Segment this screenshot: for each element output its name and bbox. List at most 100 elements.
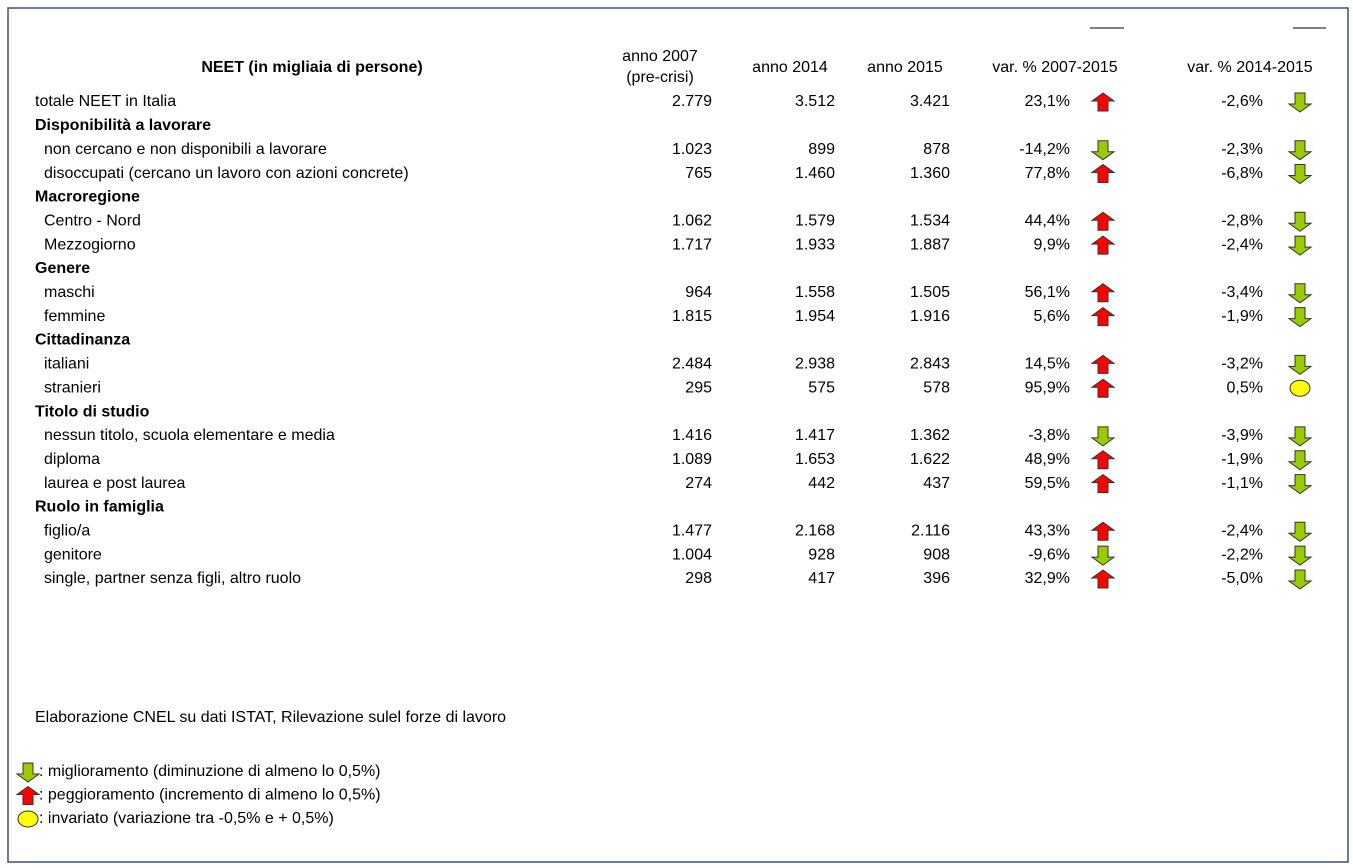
arrow-up bbox=[1090, 521, 1116, 541]
arrow-down bbox=[1287, 164, 1313, 185]
cell-value: 964 bbox=[685, 284, 712, 301]
circle-same bbox=[1289, 379, 1311, 397]
trend-icon bbox=[17, 810, 39, 828]
arrow-down bbox=[1287, 283, 1313, 304]
cell-value: 1.579 bbox=[795, 212, 835, 229]
cell-value: -2,6% bbox=[1221, 93, 1263, 110]
cell-value: 32,9% bbox=[1025, 570, 1070, 587]
trend-icon bbox=[1090, 473, 1116, 494]
cell-value: 417 bbox=[808, 570, 835, 587]
cell-value: -3,8% bbox=[1028, 427, 1070, 444]
cell-value: 2.779 bbox=[672, 93, 712, 110]
cell-value: 1.089 bbox=[672, 451, 712, 468]
legend-text: : peggioramento (incremento di almeno lo… bbox=[39, 787, 381, 804]
cell-value: 2.938 bbox=[795, 356, 835, 373]
arrow-down bbox=[1090, 426, 1116, 447]
row-label: maschi bbox=[44, 284, 95, 301]
trend-icon bbox=[1090, 569, 1116, 589]
cell-value: 1.417 bbox=[795, 427, 835, 444]
arrow-down bbox=[1287, 354, 1313, 375]
circle-same bbox=[17, 810, 39, 828]
cell-value: 5,6% bbox=[1034, 308, 1070, 325]
arrow-down bbox=[15, 762, 41, 783]
arrow-down bbox=[1287, 521, 1313, 542]
trend-icon bbox=[1287, 354, 1313, 375]
cell-value: 2.168 bbox=[795, 523, 835, 540]
cell-value: 1.416 bbox=[672, 427, 712, 444]
cell-value: 23,1% bbox=[1025, 93, 1070, 110]
row-label: laurea e post laurea bbox=[44, 475, 186, 492]
cell-value: -14,2% bbox=[1019, 141, 1070, 158]
cell-value: -1,1% bbox=[1221, 475, 1263, 492]
section-heading: Titolo di studio bbox=[35, 403, 150, 420]
cell-value: -2,2% bbox=[1221, 546, 1263, 563]
cell-value: 1.505 bbox=[910, 284, 950, 301]
arrow-up bbox=[1090, 307, 1116, 327]
cell-value: -6,8% bbox=[1221, 165, 1263, 182]
cell-value: -9,6% bbox=[1028, 546, 1070, 563]
cell-value: 2.843 bbox=[910, 356, 950, 373]
row-label: femmine bbox=[44, 308, 105, 325]
row-label: stranieri bbox=[44, 379, 101, 396]
row-label: disoccupati (cercano un lavoro con azion… bbox=[44, 165, 409, 182]
cell-value: -2,8% bbox=[1221, 212, 1263, 229]
arrow-down bbox=[1090, 545, 1116, 566]
trend-icon bbox=[1287, 545, 1313, 566]
cell-value: 1.558 bbox=[795, 284, 835, 301]
legend-text: : invariato (variazione tra -0,5% e + 0,… bbox=[39, 810, 334, 827]
cell-value: 2.116 bbox=[911, 523, 950, 540]
arrow-up bbox=[1090, 354, 1116, 374]
row-label: figlio/a bbox=[44, 523, 90, 540]
cell-value: 1.004 bbox=[672, 546, 712, 563]
trend-icon bbox=[1090, 211, 1116, 231]
cell-value: 2.484 bbox=[672, 356, 712, 373]
cell-value: 1.933 bbox=[795, 236, 835, 253]
cell-value: 928 bbox=[808, 546, 835, 563]
arrow-down bbox=[1287, 569, 1313, 590]
cell-value: 0,5% bbox=[1227, 379, 1263, 396]
table-title: NEET (in migliaia di persone) bbox=[201, 59, 422, 76]
trend-icon bbox=[1090, 521, 1116, 541]
cell-value: -2,4% bbox=[1221, 236, 1263, 253]
arrow-down bbox=[1287, 307, 1313, 328]
trend-icon bbox=[15, 785, 41, 805]
trend-icon bbox=[1090, 426, 1116, 447]
cell-value: 1.477 bbox=[672, 523, 712, 540]
cell-value: 44,4% bbox=[1025, 212, 1070, 229]
trend-icon bbox=[1287, 235, 1313, 256]
cell-value: 1.815 bbox=[672, 308, 712, 325]
cell-value: 59,5% bbox=[1025, 475, 1070, 492]
cell-value: -2,4% bbox=[1221, 523, 1263, 540]
cell-value: 1.916 bbox=[910, 308, 950, 325]
trend-icon bbox=[1287, 140, 1313, 161]
cell-value: 1.887 bbox=[910, 236, 950, 253]
cell-value: 1.534 bbox=[910, 212, 950, 229]
column-header: var. % 2007-2015 bbox=[992, 59, 1118, 76]
trend-icon bbox=[1090, 163, 1116, 184]
arrow-up bbox=[1090, 235, 1116, 255]
cell-value: 56,1% bbox=[1025, 284, 1070, 301]
arrow-up bbox=[1090, 473, 1116, 494]
trend-icon bbox=[1287, 283, 1313, 304]
arrow-up bbox=[15, 785, 41, 805]
row-label: genitore bbox=[44, 546, 102, 563]
trend-icon bbox=[1090, 307, 1116, 327]
section-heading: Disponibilità a lavorare bbox=[35, 117, 211, 134]
row-label: totale NEET in Italia bbox=[35, 93, 176, 110]
column-header: anno 2014 bbox=[752, 59, 828, 76]
cell-value: 1.023 bbox=[672, 141, 712, 158]
cell-value: 765 bbox=[685, 165, 712, 182]
column-header: var. % 2014-2015 bbox=[1187, 59, 1313, 76]
row-label: Centro - Nord bbox=[44, 212, 141, 229]
trend-icon bbox=[1289, 379, 1311, 397]
trend-icon bbox=[1090, 235, 1116, 255]
section-heading: Genere bbox=[35, 260, 90, 277]
trend-icon bbox=[1287, 569, 1313, 590]
cell-value: 878 bbox=[923, 141, 950, 158]
trend-icon bbox=[1090, 378, 1116, 398]
cell-value: 48,9% bbox=[1025, 451, 1070, 468]
arrow-up bbox=[1090, 211, 1116, 231]
cell-value: -3,4% bbox=[1221, 284, 1263, 301]
